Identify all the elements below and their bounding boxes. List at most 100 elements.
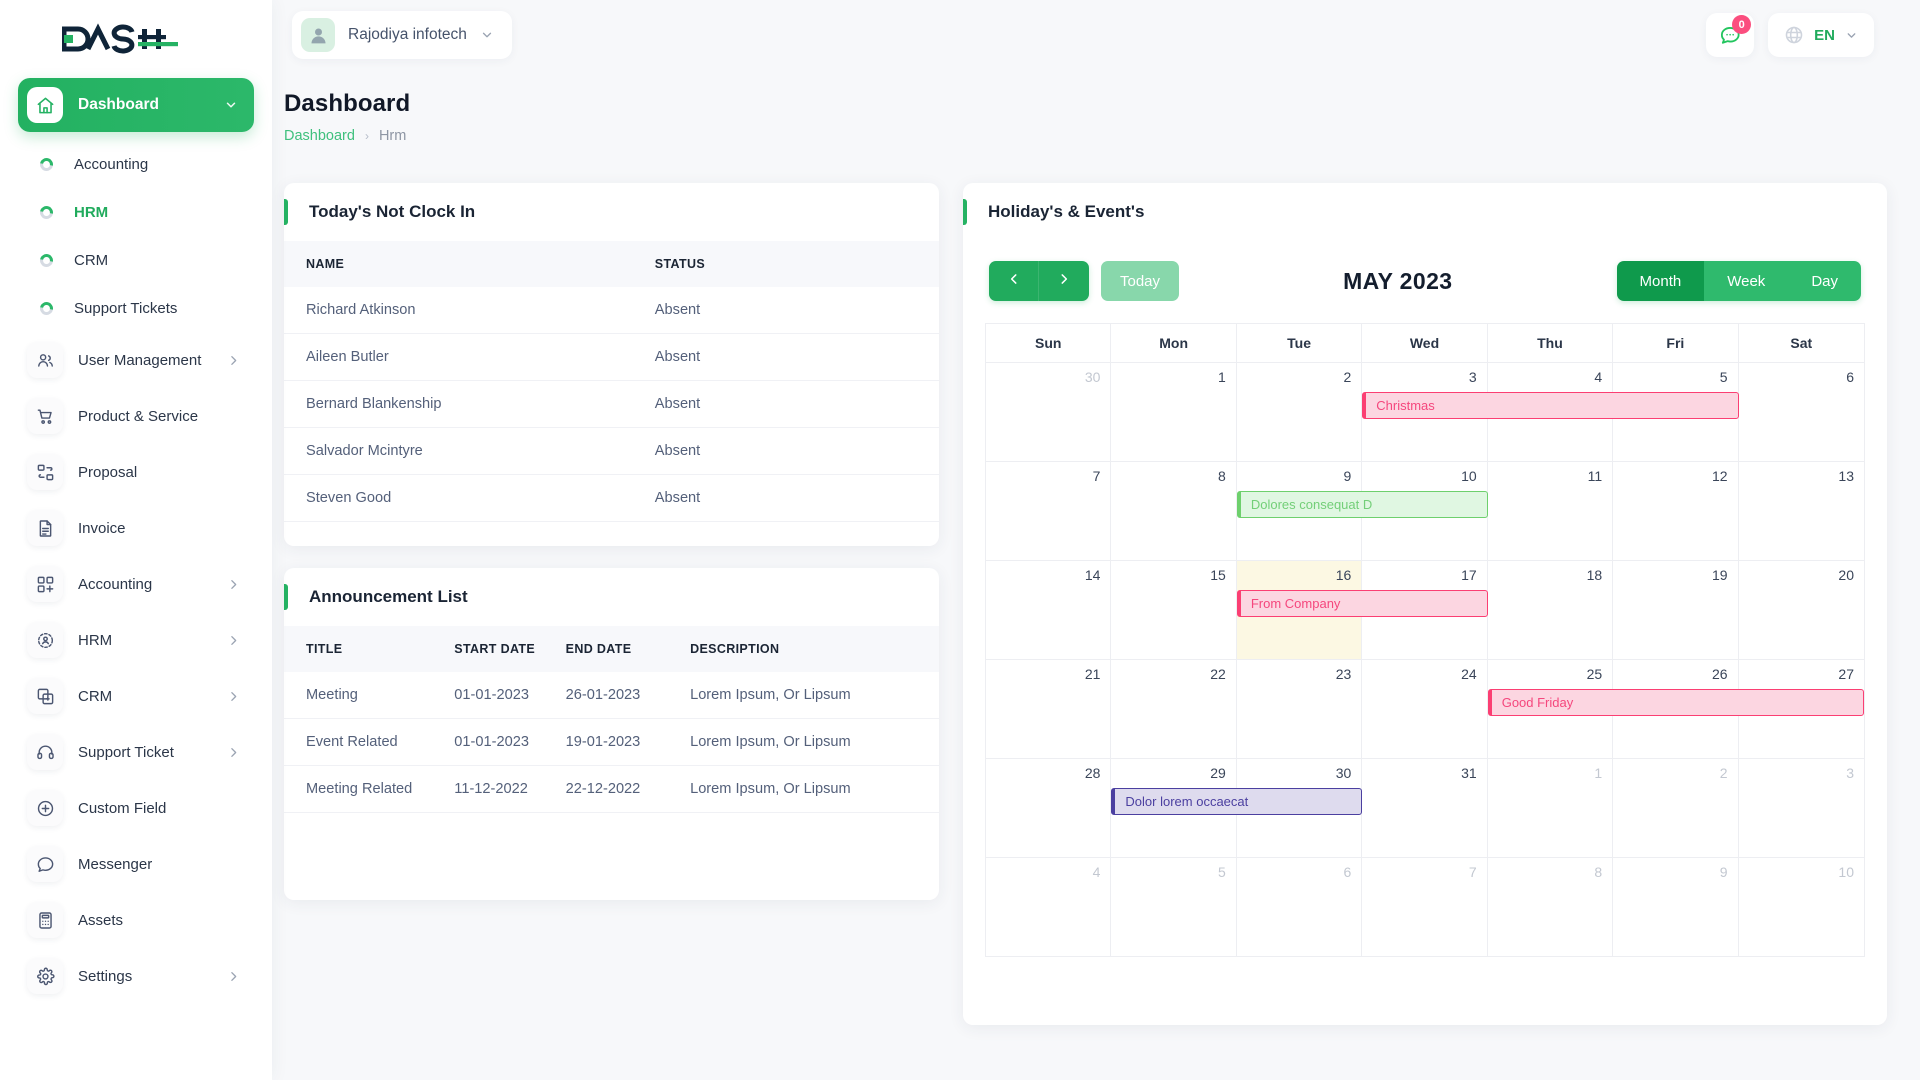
sidebar-item-settings[interactable]: Settings (18, 948, 254, 1004)
chevron-right-icon[interactable] (227, 354, 240, 367)
messages-button[interactable]: 0 (1706, 13, 1755, 57)
calendar-week-row: 4 5 6 7 8 9 10 (986, 857, 1864, 956)
calendar-day-cell[interactable]: 31 (1362, 759, 1488, 857)
calendar-day-cell[interactable]: 27 (1739, 660, 1864, 758)
calendar-day-number: 4 (1594, 369, 1603, 385)
calendar-day-number: 27 (1838, 666, 1854, 682)
calendar-day-cell[interactable]: 8 (1111, 462, 1237, 560)
sidebar-subitem-accounting[interactable]: Accounting (18, 140, 254, 188)
calendar-event[interactable]: Dolores consequat D (1236, 491, 1488, 518)
calendar-day-cell[interactable]: 5 (1111, 858, 1237, 956)
calendar-view-day[interactable]: Day (1788, 261, 1861, 301)
calendar-event[interactable]: From Company (1236, 590, 1488, 617)
table-row[interactable]: Aileen Butler Absent (284, 333, 939, 381)
calendar-today-button[interactable]: Today (1101, 261, 1180, 301)
calendar-day-cell[interactable]: 4 (986, 858, 1112, 956)
cell-end-date: 22-12-2022 (565, 765, 691, 813)
calendar-week-row: 7 8 9 10 11 12 13 Dolores consequat D (986, 461, 1864, 560)
sidebar-item-proposal[interactable]: Proposal (18, 444, 254, 500)
chevron-right-icon[interactable] (227, 970, 240, 983)
chevron-right-icon[interactable] (227, 634, 240, 647)
clockin-scroll-area[interactable]: NAME STATUS Richard Atkinson Absent Ailee… (284, 241, 939, 529)
sidebar-item-support-ticket[interactable]: Support Ticket (18, 724, 254, 780)
sidebar-subitem-support-tickets[interactable]: Support Tickets (18, 284, 254, 332)
sidebar-subitem-crm[interactable]: CRM (18, 236, 254, 284)
calendar-day-cell[interactable]: 20 (1739, 561, 1864, 659)
calendar-day-cell[interactable]: 10 (1739, 858, 1864, 956)
calendar-day-number: 13 (1838, 468, 1854, 484)
sidebar-item-user-management[interactable]: User Management (18, 332, 254, 388)
sidebar-item-accounting[interactable]: Accounting (18, 556, 254, 612)
company-switcher[interactable]: Rajodiya infotech (292, 11, 512, 59)
chevron-right-icon[interactable] (227, 690, 240, 703)
calendar-day-cell[interactable]: 6 (1739, 363, 1864, 461)
sidebar-item-dashboard[interactable]: Dashboard (18, 78, 254, 132)
layers-icon (27, 678, 63, 714)
calendar-day-number: 2 (1343, 369, 1352, 385)
chevron-right-icon[interactable] (227, 746, 240, 759)
chevron-down-icon[interactable] (1845, 29, 1858, 42)
table-row[interactable]: Event Related 01-01-2023 19-01-2023 Lore… (284, 718, 939, 766)
sidebar-item-crm[interactable]: CRM (18, 668, 254, 724)
language-switcher[interactable]: EN (1768, 13, 1874, 57)
calendar-day-cell[interactable]: 6 (1237, 858, 1363, 956)
globe-icon (1784, 25, 1804, 45)
sidebar-item-product-service[interactable]: Product & Service (18, 388, 254, 444)
calendar-day-cell[interactable]: 1 (1488, 759, 1614, 857)
table-row[interactable]: Meeting 01-01-2023 26-01-2023 Lorem Ipsu… (284, 672, 939, 719)
sidebar-item-custom-field[interactable]: Custom Field (18, 780, 254, 836)
calendar-day-cell[interactable]: 15 (1111, 561, 1237, 659)
calendar-day-cell[interactable]: 14 (986, 561, 1112, 659)
chevron-down-icon[interactable] (480, 28, 494, 42)
calendar-day-cell[interactable]: 28 (986, 759, 1112, 857)
gear-icon (27, 958, 63, 994)
chevron-left-icon (1007, 272, 1021, 291)
calendar-day-number: 16 (1335, 567, 1352, 583)
calendar-week-row: 14 15 16 17 18 19 20 From Company (986, 560, 1864, 659)
calendar-day-cell[interactable]: 9 (1613, 858, 1739, 956)
announcement-table-body: Meeting 01-01-2023 26-01-2023 Lorem Ipsu… (284, 672, 939, 813)
breadcrumb-link-dashboard[interactable]: Dashboard (284, 128, 355, 144)
sidebar-item-invoice[interactable]: Invoice (18, 500, 254, 556)
calendar-day-cell[interactable]: 24 (1362, 660, 1488, 758)
app-logo[interactable] (0, 0, 272, 78)
calendar-event[interactable]: Good Friday (1487, 689, 1864, 716)
calendar-day-cell[interactable]: 18 (1488, 561, 1614, 659)
table-row[interactable]: Richard Atkinson Absent (284, 287, 939, 334)
chevron-down-icon[interactable] (224, 98, 238, 112)
calendar-view-week[interactable]: Week (1704, 261, 1789, 301)
calendar-day-cell[interactable]: 7 (1362, 858, 1488, 956)
calendar-day-cell[interactable]: 21 (986, 660, 1112, 758)
sidebar-item-hrm[interactable]: HRM (18, 612, 254, 668)
sidebar-item-messenger[interactable]: Messenger (18, 836, 254, 892)
calendar-day-cell[interactable]: 13 (1739, 462, 1864, 560)
calendar-day-cell[interactable]: 2 (1613, 759, 1739, 857)
table-row[interactable]: Salvador Mcintyre Absent (284, 427, 939, 475)
sidebar-subitem-hrm[interactable]: HRM (18, 188, 254, 236)
calendar-next-button[interactable] (1039, 261, 1089, 301)
calendar-day-cell[interactable]: 7 (986, 462, 1112, 560)
calendar-day-cell[interactable]: 2 (1237, 363, 1363, 461)
chevron-right-icon[interactable] (227, 578, 240, 591)
calendar-day-cell[interactable]: 1 (1111, 363, 1237, 461)
sidebar-item-assets[interactable]: Assets (18, 892, 254, 948)
calendar-day-cell[interactable]: 30 (986, 363, 1112, 461)
calendar-day-cell[interactable]: 11 (1488, 462, 1614, 560)
proposal-icon (27, 454, 63, 490)
calendar-day-cell[interactable]: 23 (1237, 660, 1363, 758)
table-row[interactable]: Bernard Blankenship Absent (284, 380, 939, 428)
calendar-day-cell[interactable]: 12 (1613, 462, 1739, 560)
page-header: Dashboard Dashboard › Hrm (284, 90, 410, 144)
calendar-day-cell[interactable]: 22 (1111, 660, 1237, 758)
calendar-day-cell[interactable]: 3 (1739, 759, 1864, 857)
calendar-day-cell[interactable]: 19 (1613, 561, 1739, 659)
calendar-event[interactable]: Christmas (1362, 392, 1739, 419)
table-row[interactable]: Steven Good Absent (284, 474, 939, 522)
calendar-day-number: 22 (1210, 666, 1226, 682)
calendar-prev-button[interactable] (989, 261, 1039, 301)
calendar-view-month[interactable]: Month (1616, 261, 1705, 301)
calendar-event[interactable]: Dolor lorem occaecat (1111, 788, 1363, 815)
table-row[interactable]: Meeting Related 11-12-2022 22-12-2022 Lo… (284, 765, 939, 813)
calendar-day-number: 24 (1461, 666, 1477, 682)
calendar-day-cell[interactable]: 8 (1488, 858, 1614, 956)
